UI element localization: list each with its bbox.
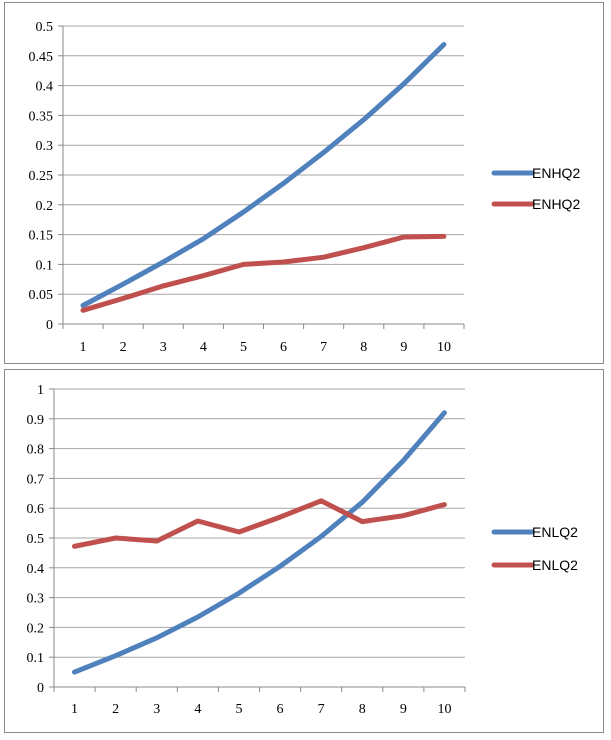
y-tick-label: 0.2 [36, 199, 54, 214]
y-tick-label: 0 [37, 681, 44, 696]
x-tick-label: 6 [280, 340, 287, 355]
x-tick-label: 3 [153, 702, 160, 717]
x-tick-label: 5 [240, 340, 247, 355]
y-tick-label: 0.3 [36, 139, 54, 154]
x-tick-label: 7 [320, 340, 327, 355]
x-tick-label: 4 [200, 340, 207, 355]
legend-label-2: ENHQ2 [532, 196, 580, 212]
y-tick-label: 0.8 [27, 443, 45, 458]
y-tick-label: 0.25 [29, 169, 54, 184]
x-tick-label: 4 [194, 702, 201, 717]
y-tick-label: 0 [46, 318, 53, 333]
y-tick-label: 0.6 [27, 502, 45, 517]
y-tick-label: 0.4 [27, 562, 45, 577]
chart-panel-bottom: 0 0.1 0.2 0.3 0.4 0.5 0.6 0.7 0.8 0.9 1 1 2 3 4 5 6 7 8 9 10… [4, 369, 604, 733]
y-tick-label: 0.4 [36, 80, 54, 95]
series-line-1 [72, 410, 447, 675]
legend-label-1: ENHQ2 [532, 165, 580, 181]
x-tick-label: 10 [437, 702, 451, 717]
y-tick-label: 0.5 [27, 532, 45, 547]
x-tick-label: 2 [112, 702, 119, 717]
y-tick-label: 0.05 [29, 288, 54, 303]
y-tick-label: 0.2 [27, 621, 45, 636]
legend-label-1: ENLQ2 [532, 524, 578, 540]
line-chart-bottom: 0 0.1 0.2 0.3 0.4 0.5 0.6 0.7 0.8 0.9 1 1 2 3 4 5 6 7 8 9 10… [27, 383, 579, 717]
x-tick-label: 6 [277, 702, 284, 717]
y-tick-label: 0.35 [29, 109, 54, 124]
series-line-2 [72, 498, 447, 549]
x-tick-label: 7 [318, 702, 325, 717]
y-tick-label: 1 [37, 383, 44, 398]
y-tick-label: 0.15 [29, 229, 54, 244]
chart-panel-top: 0 0.05 0.1 0.15 0.2 0.25 0.3 0.35 0.4 0.45 0.5 1 2 3 4… [4, 2, 604, 364]
x-tick-label: 9 [400, 340, 407, 355]
x-tick-label: 8 [360, 340, 367, 355]
x-tick-label: 8 [359, 702, 366, 717]
y-tick-label: 0.1 [27, 651, 45, 666]
y-tick-label: 0.5 [36, 20, 54, 35]
x-tick-label: 1 [71, 702, 78, 717]
x-tick-label: 1 [80, 340, 87, 355]
x-tick-label: 3 [160, 340, 167, 355]
series-line-1 [80, 42, 447, 308]
legend-label-2: ENLQ2 [532, 557, 578, 573]
x-tick-label: 5 [235, 702, 242, 717]
x-tick-label: 9 [400, 702, 407, 717]
y-tick-label: 0.45 [29, 50, 54, 65]
line-chart-top: 0 0.05 0.1 0.15 0.2 0.25 0.3 0.35 0.4 0.45 0.5 1 2 3 4… [29, 20, 581, 355]
y-tick-label: 0.9 [27, 413, 45, 428]
y-tick-label: 0.3 [27, 592, 45, 607]
x-tick-label: 2 [120, 340, 127, 355]
series-line-2 [80, 233, 447, 313]
x-tick-label: 10 [437, 340, 451, 355]
y-tick-label: 0.7 [27, 472, 45, 487]
y-tick-label: 0.1 [36, 258, 54, 273]
